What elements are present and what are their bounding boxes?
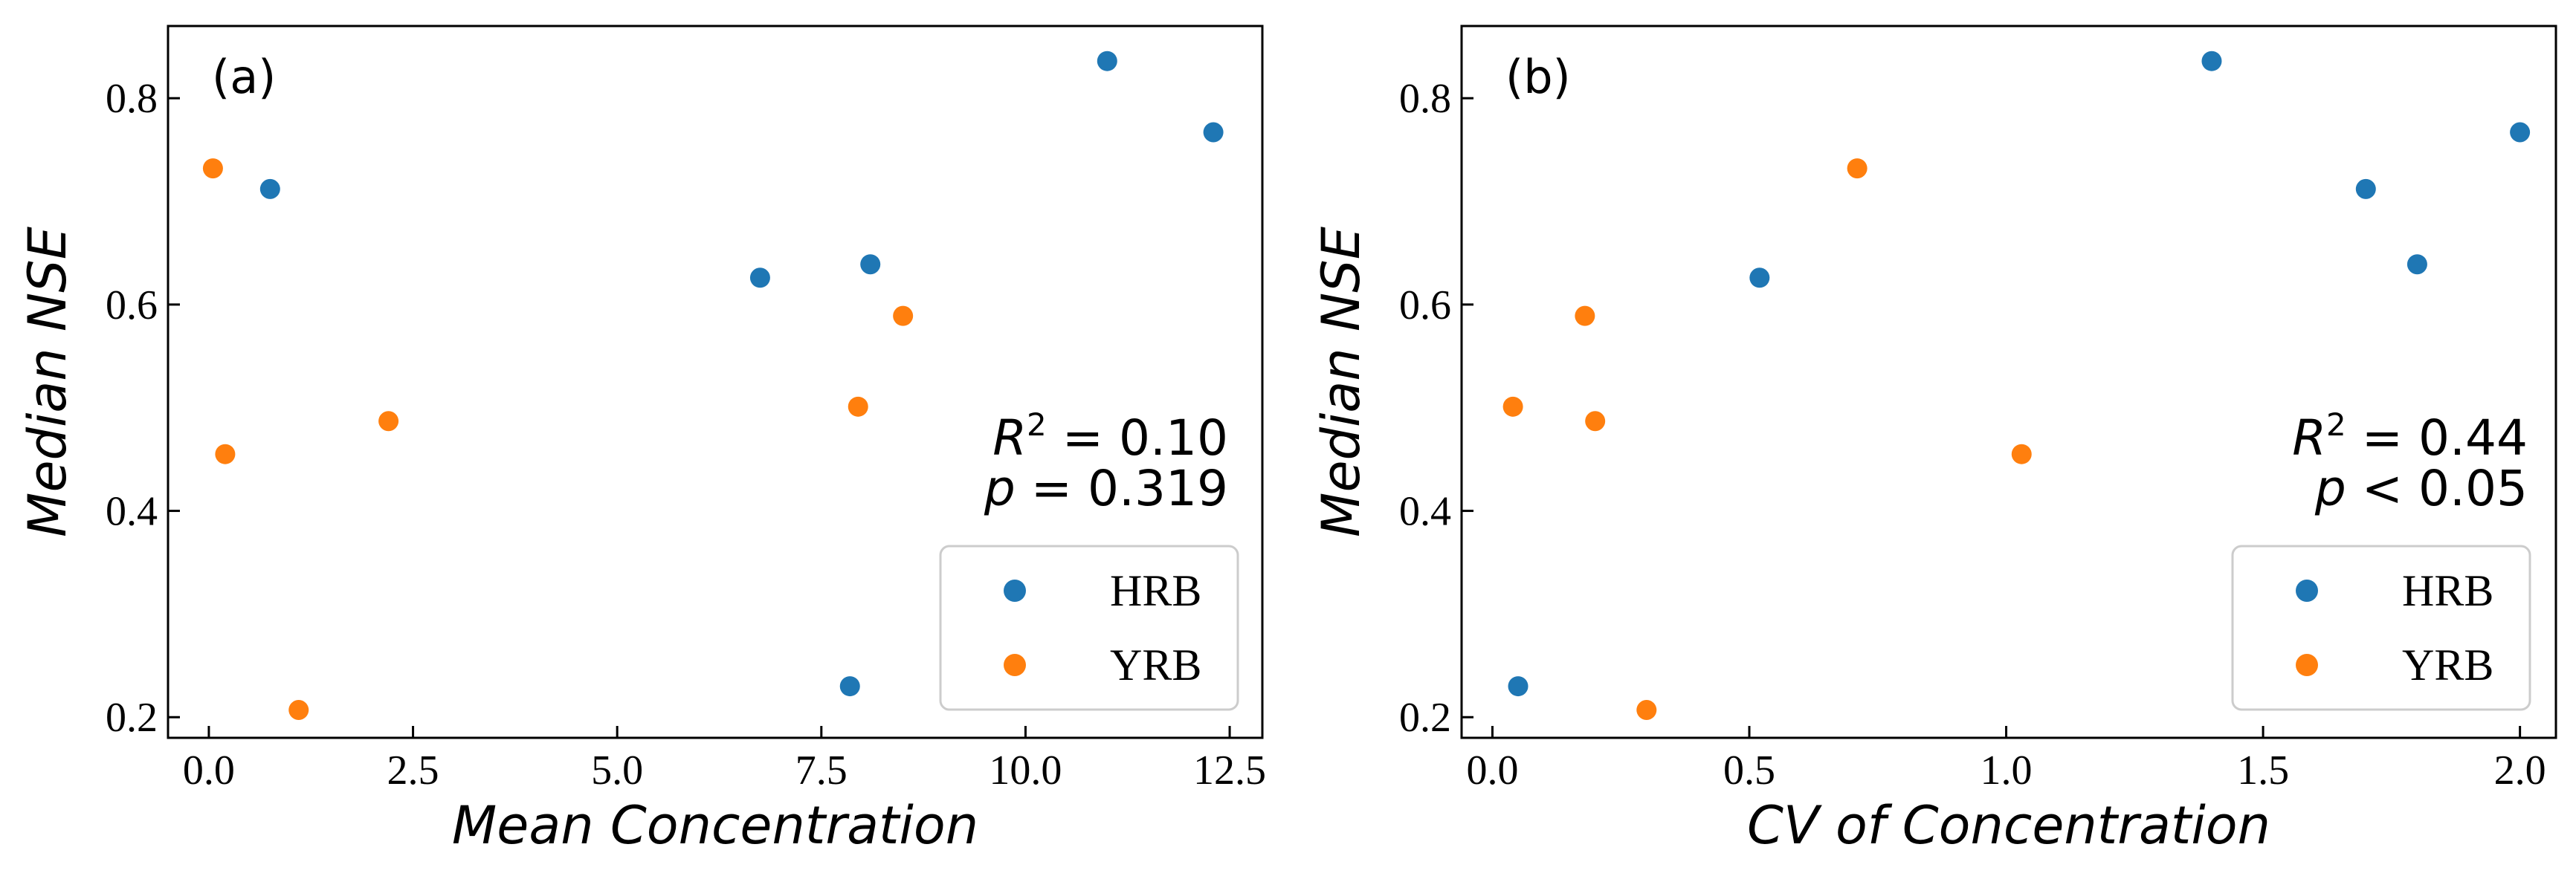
panel-a-x-tick-label: 0.0 (183, 747, 235, 794)
panel-a-y-tick-label: 0.6 (106, 282, 158, 328)
panel-b-point-hrb (2510, 122, 2531, 143)
panel-a-p-value: = 0.319 (1031, 460, 1228, 517)
panel-a-point-hrb (839, 676, 860, 697)
panel-b-label: (b) (1505, 50, 1571, 104)
svg-text:p = 0.319: p = 0.319 (984, 460, 1228, 517)
panel-a-point-hrb (749, 267, 770, 288)
panel-a-x-tick-label: 12.5 (1193, 747, 1266, 794)
panel-b-x-tick-label: 0.0 (1466, 747, 1518, 794)
panel-a-point-yrb (288, 700, 309, 721)
panel-a-point-yrb (378, 411, 399, 432)
panel-a-point-yrb (848, 396, 868, 417)
panel-b-points (1502, 51, 2531, 721)
panel-a-point-yrb (893, 305, 914, 326)
panel-b-plot-frame (1460, 25, 2557, 739)
panel-a-x-tick-label: 7.5 (795, 747, 848, 794)
panel-a-point-hrb (259, 178, 280, 199)
panel-b-y-tick-label: 0.4 (1399, 489, 1451, 535)
panel-a-x-axis-title: Mean Concentration (452, 795, 978, 856)
panel-a-legend-marker-yrb (1004, 654, 1026, 676)
panel-b-point-hrb (2201, 51, 2222, 71)
panel-b-point-hrb (1749, 267, 1770, 288)
panel-a-point-yrb (202, 158, 223, 179)
panel-a-points (202, 51, 1224, 721)
panel-b-legend-marker-hrb (2296, 580, 2318, 602)
panel-b-ticks: 0.0 0.5 1.0 1.5 2.0 0.2 0.4 0.6 0.8 (1399, 76, 2546, 794)
panel-a-legend-marker-hrb (1004, 580, 1026, 602)
panel-b-point-hrb (1508, 676, 1529, 697)
panel-b-stats: R2 = 0.44 p < 0.05 (2292, 406, 2528, 517)
panel-a-y-tick-label: 0.8 (106, 76, 158, 122)
panel-a-ticks: 0.0 2.5 5.0 7.5 10.0 12.5 0.2 0.4 0.6 0.8 (106, 76, 1266, 794)
panel-a-point-hrb (1203, 122, 1224, 143)
panel-a-legend-label-hrb: HRB (1110, 566, 1201, 615)
panel-a-legend-label-yrb: YRB (1110, 640, 1201, 690)
panel-b-x-tick-label: 0.5 (1723, 747, 1775, 794)
panel-b-y-tick-label: 0.6 (1399, 282, 1451, 328)
panel-b: 0.0 0.5 1.0 1.5 2.0 0.2 0.4 0.6 0.8 (b) CV of Co… (1311, 25, 2557, 856)
panel-a-r2-value: = 0.10 (1062, 409, 1228, 467)
panel-a-plot-frame (167, 25, 1264, 739)
panel-b-point-yrb (1585, 411, 1606, 432)
panel-b-r2-value: = 0.44 (2362, 409, 2528, 467)
panel-b-y-axis-title: Median NSE (1311, 226, 1372, 537)
panel-b-x-tick-label: 2.0 (2494, 747, 2546, 794)
panel-b-legend: HRB YRB (2231, 545, 2531, 711)
panel-b-x-axis-title: CV of Concentration (1747, 795, 2270, 856)
panel-b-legend-label-yrb: YRB (2402, 640, 2493, 690)
panel-b-point-hrb (2355, 178, 2376, 199)
panel-b-point-yrb (1636, 700, 1657, 721)
panel-a-x-tick-label: 5.0 (591, 747, 643, 794)
panel-a-point-hrb (860, 254, 881, 275)
panel-a-legend: HRB YRB (939, 545, 1239, 711)
panel-b-point-yrb (1575, 305, 1595, 326)
panel-a-point-hrb (1097, 51, 1117, 71)
svg-text:R2 = 0.44: R2 = 0.44 (2292, 406, 2528, 467)
panel-b-x-tick-label: 1.0 (1981, 747, 2033, 794)
panel-b-legend-marker-yrb (2296, 654, 2318, 676)
panel-b-point-hrb (2406, 254, 2427, 275)
panel-b-x-tick-label: 1.5 (2237, 747, 2289, 794)
panel-b-p-value: < 0.05 (2362, 460, 2528, 517)
panel-a-stats: R2 = 0.10 p = 0.319 (984, 406, 1228, 517)
panel-b-point-yrb (2011, 444, 2032, 464)
svg-text:p < 0.05: p < 0.05 (2314, 460, 2528, 517)
panel-a-x-tick-label: 2.5 (387, 747, 439, 794)
panel-a-y-axis-title: Median NSE (17, 226, 78, 537)
panel-a-x-tick-label: 10.0 (989, 747, 1062, 794)
panel-b-y-tick-label: 0.2 (1399, 695, 1451, 741)
panel-b-point-yrb (1502, 396, 1523, 417)
panel-b-point-yrb (1847, 158, 1868, 179)
panel-a-point-yrb (215, 444, 236, 464)
svg-text:R2 = 0.10: R2 = 0.10 (992, 406, 1228, 467)
panel-a-y-tick-label: 0.2 (106, 695, 158, 741)
panel-b-legend-label-hrb: HRB (2402, 566, 2493, 615)
panel-a-y-tick-label: 0.4 (106, 489, 158, 535)
panel-a-label: (a) (212, 50, 276, 104)
panel-a: 0.0 2.5 5.0 7.5 10.0 12.5 0.2 0.4 0.6 0.8 (a) Mea… (17, 25, 1266, 856)
panel-b-y-tick-label: 0.8 (1399, 76, 1451, 122)
